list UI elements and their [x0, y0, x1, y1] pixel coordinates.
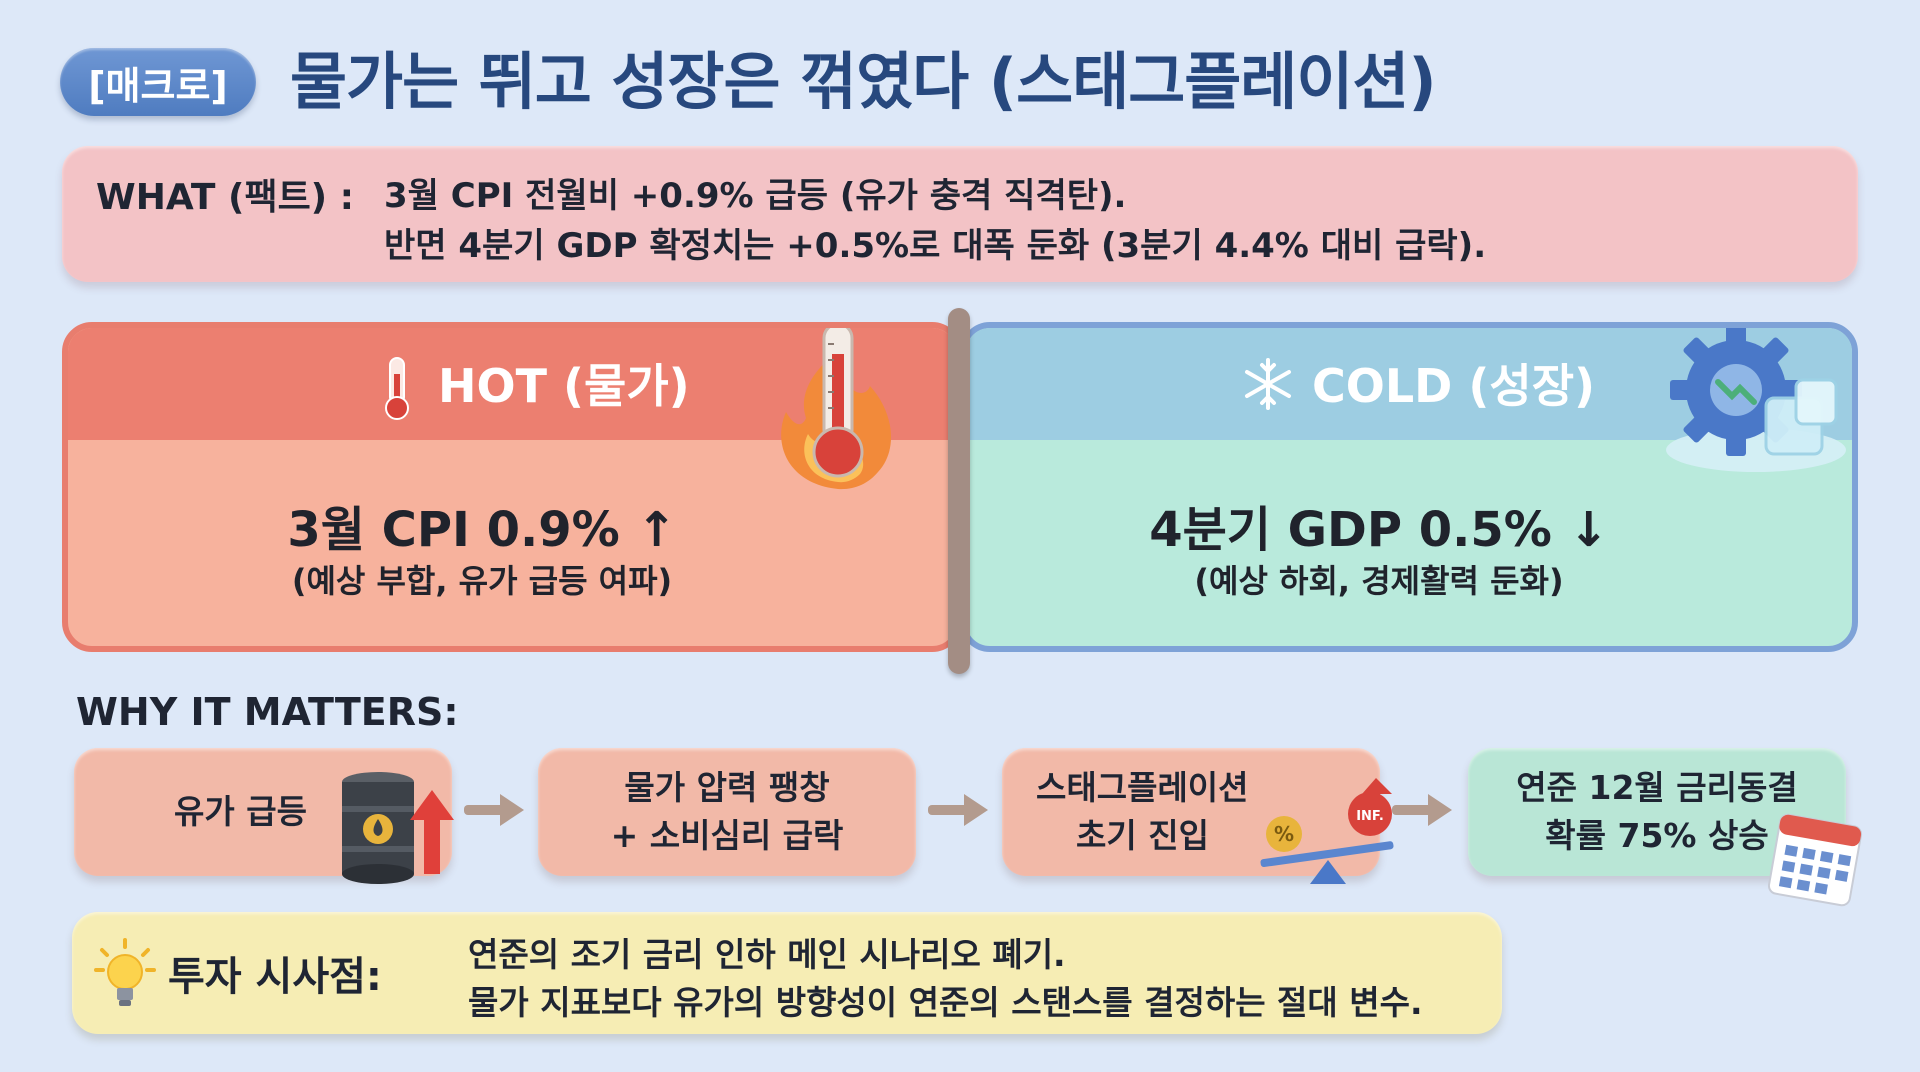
calendar-icon — [1768, 813, 1863, 907]
inf-badge: INF. — [1356, 809, 1384, 824]
oil-barrel-icon — [342, 772, 454, 884]
chain-step-3: 스태그플레이션 초기 진입 % INF. — [1002, 748, 1394, 884]
cold-main-value: 4분기 GDP 0.5% ↓ — [1149, 502, 1609, 558]
chain-step-4: 연준 12월 금리동결 확률 75% 상승 — [1468, 748, 1863, 907]
cold-title: COLD (성장) — [1312, 359, 1596, 413]
chain-arrow-1-icon — [464, 794, 524, 826]
down-arrow-icon: ↓ — [1568, 502, 1609, 558]
cold-sub-text: (예상 하회, 경제활력 둔화) — [1194, 562, 1564, 600]
small-thermometer-icon — [385, 357, 409, 420]
page-title: 물가는 뛰고 성장은 꺾였다 (스태그플레이션) — [290, 45, 1437, 118]
implication-line-2: 물가 지표보다 유가의 방향성이 연준의 스탠스를 결정하는 절대 변수. — [468, 983, 1423, 1022]
up-arrow-icon: ↑ — [636, 502, 677, 558]
category-tag: [매크로] — [60, 48, 256, 116]
step-4-line-2: 확률 75% 상승 — [1545, 816, 1769, 855]
why-label: WHY IT MATTERS: — [76, 690, 459, 734]
chain-arrow-3-icon — [1392, 794, 1452, 826]
panel-divider — [948, 308, 970, 674]
what-box: WHAT (팩트) : 3월 CPI 전월비 +0.9% 급등 (유가 충격 직… — [62, 146, 1858, 282]
step-2-line-2: + 소비심리 급락 — [610, 816, 844, 855]
hot-sub-text: (예상 부합, 유가 급등 여파) — [291, 562, 673, 600]
step-4-line-1: 연준 12월 금리동결 — [1516, 768, 1798, 807]
chain-arrow-2-icon — [928, 794, 988, 826]
chain-step-1: 유가 급등 — [74, 748, 454, 884]
what-label: WHAT (팩트) : — [96, 177, 355, 218]
implication-line-1: 연준의 조기 금리 인하 메인 시나리오 폐기. — [468, 935, 1066, 974]
frozen-gear-icon — [1666, 328, 1846, 472]
thermometer-icon — [781, 328, 892, 490]
hot-main-value: 3월 CPI 0.9% ↑ — [287, 502, 677, 558]
step-1-text: 유가 급등 — [174, 792, 307, 831]
step-2-line-1: 물가 압력 팽창 — [624, 768, 830, 807]
cold-panel: COLD (성장) 4분기 GDP 0.5% ↓ (예상 하회, 경제활력 둔화… — [960, 322, 1858, 652]
what-line-1: 3월 CPI 전월비 +0.9% 급등 (유가 충격 직격탄). — [384, 176, 1127, 216]
percent-badge: % — [1274, 822, 1294, 846]
implication-box: 투자 시사점: 연준의 조기 금리 인하 메인 시나리오 폐기. 물가 지표보다… — [72, 912, 1502, 1034]
step-3-line-1: 스태그플레이션 — [1036, 768, 1249, 807]
lightbulb-icon — [94, 938, 156, 1006]
chain-step-2: 물가 압력 팽창 + 소비심리 급락 — [538, 748, 916, 876]
snowflake-icon — [1245, 358, 1291, 410]
implication-label: 투자 시사점: — [168, 954, 382, 1000]
step-3-line-2: 초기 진입 — [1076, 816, 1209, 855]
hot-panel: HOT (물가) 3월 CPI 0.9% ↑ (예상 부합, 유가 급등 여파) — [62, 322, 962, 652]
what-line-2: 반면 4분기 GDP 확정치는 +0.5%로 대폭 둔화 (3분기 4.4% 대… — [384, 226, 1487, 266]
hot-title: HOT (물가) — [438, 359, 690, 413]
seesaw-icon: % INF. — [1260, 778, 1394, 884]
